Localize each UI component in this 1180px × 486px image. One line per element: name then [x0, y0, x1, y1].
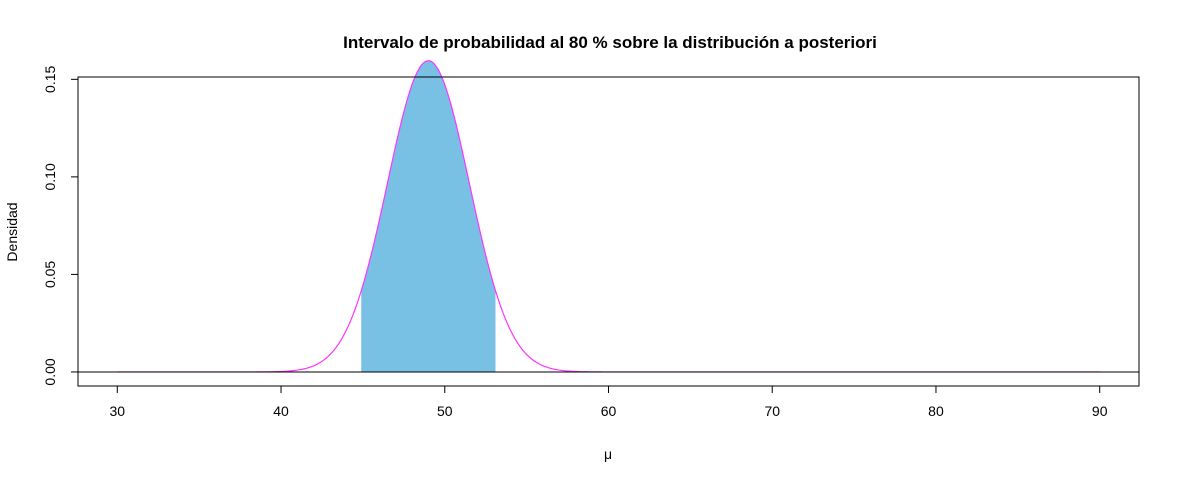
y-tick-label: 0.05: [42, 261, 58, 288]
y-tick-label: 0.15: [42, 66, 58, 93]
x-tick-label: 40: [273, 403, 289, 419]
x-tick-label: 60: [601, 403, 617, 419]
x-tick-label: 70: [764, 403, 780, 419]
x-axis-label: μ: [604, 446, 612, 462]
y-axis-label: Densidad: [4, 202, 20, 261]
x-tick-label: 30: [110, 403, 126, 419]
x-tick-label: 50: [437, 403, 453, 419]
y-tick-label: 0.00: [42, 358, 58, 385]
y-tick-label: 0.10: [42, 163, 58, 190]
y-axis: 0.00 0.05 0.10 0.15: [42, 66, 79, 386]
x-tick-label: 90: [1092, 403, 1108, 419]
plot-area: [78, 60, 1139, 373]
interval-area: [361, 60, 496, 372]
x-axis: 30 40 50 60 70 80 90: [110, 385, 1108, 419]
plot-frame: [77, 76, 1140, 387]
chart-title: Intervalo de probabilidad al 80 % sobre …: [343, 33, 877, 52]
density-curve: [117, 60, 1100, 373]
x-tick-label: 80: [928, 403, 944, 419]
